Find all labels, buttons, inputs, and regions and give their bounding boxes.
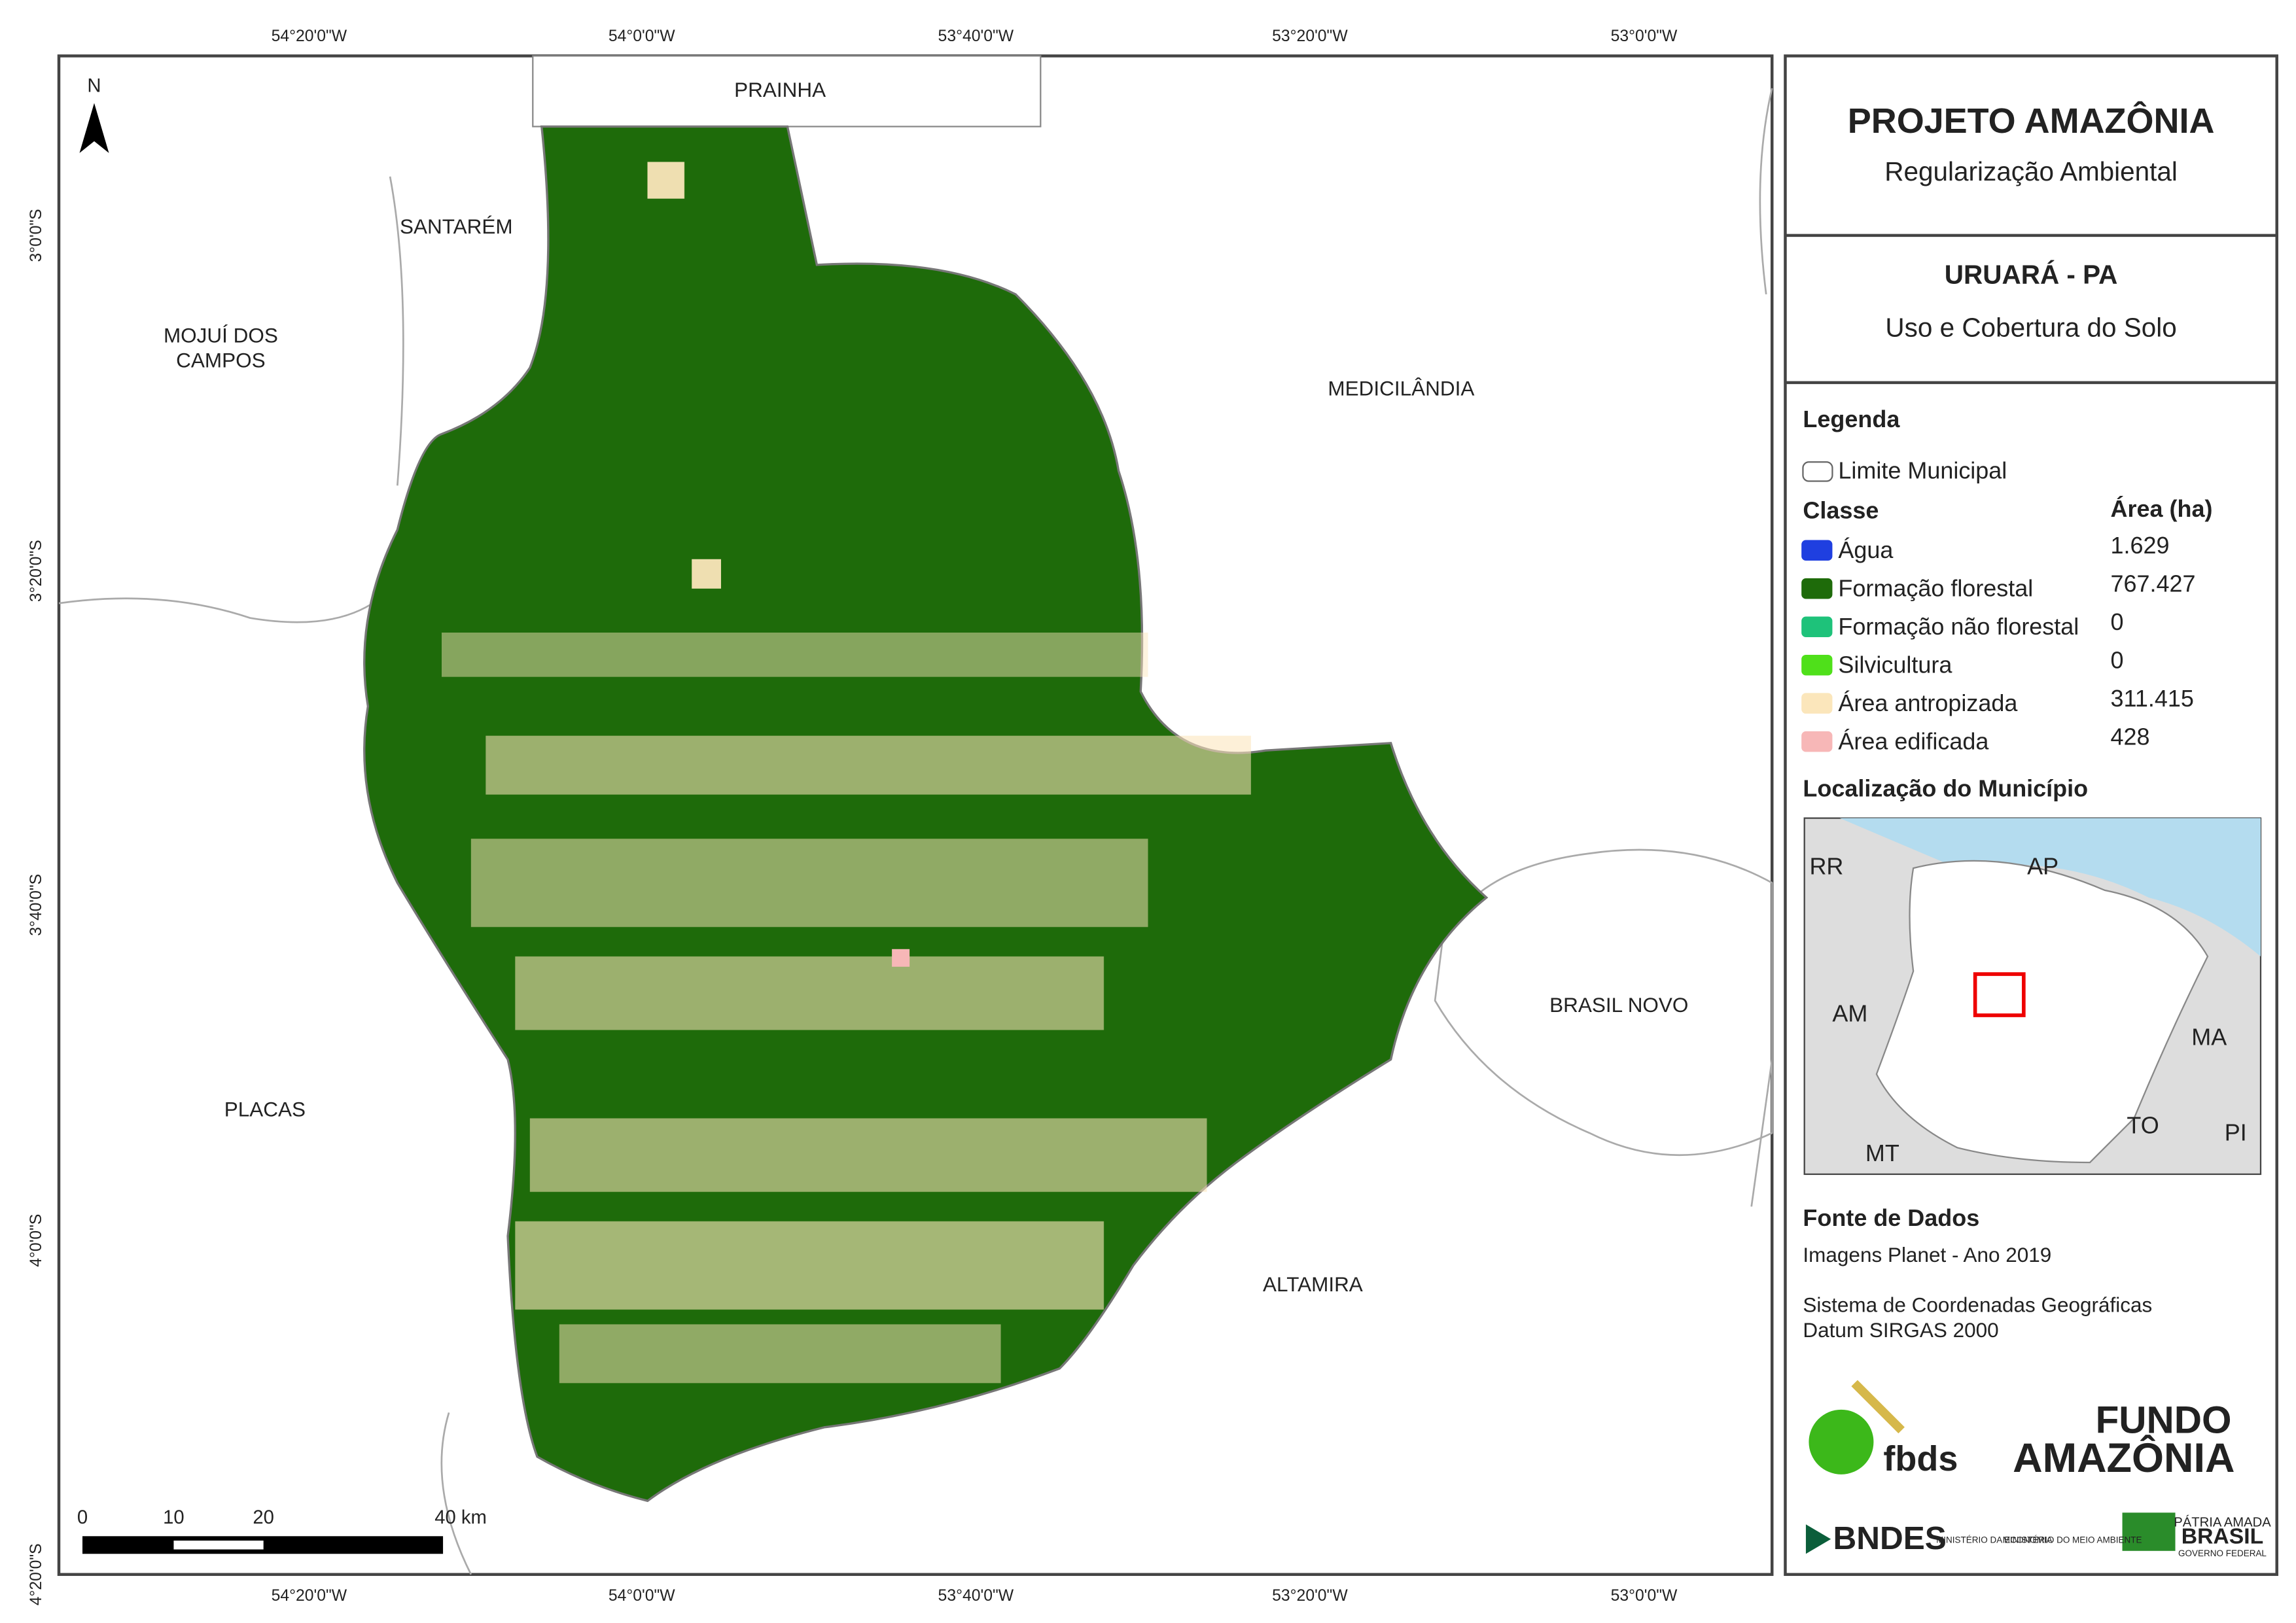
north-label: N (87, 75, 101, 96)
state-label: RR (1809, 853, 1843, 880)
class-swatch (1801, 616, 1833, 637)
legend-title: Legenda (1803, 406, 1900, 432)
neighbor-label: PRAINHA (734, 78, 826, 101)
side-panel (1784, 54, 2278, 1577)
class-header: Classe (1803, 497, 1879, 523)
neighbor-label: MOJUÍ DOS (164, 323, 278, 347)
class-name: Área antropizada (1838, 689, 2017, 716)
boundary-swatch (1802, 461, 1833, 482)
neighbor-label: ALTAMIRA (1263, 1272, 1363, 1296)
class-swatch (1801, 654, 1833, 676)
neighbor-label: PLACAS (224, 1098, 306, 1121)
lon-label: 54°20'0"W (272, 27, 347, 45)
class-swatch (1801, 693, 1833, 714)
lat-label: 4°20'0"S (27, 1543, 45, 1605)
class-name: Formação florestal (1838, 574, 2033, 601)
municipality-area (363, 125, 1489, 1503)
lat-label: 3°0'0"S (27, 209, 45, 262)
class-area: 0 (2111, 647, 2124, 674)
lon-label: 54°0'0"W (609, 27, 675, 45)
municipality-name: URUARÁ - PA (1945, 260, 2118, 290)
logo-fbds: fbds (1883, 1439, 1958, 1478)
logo-brasil: GOVERNO FEDERAL (2178, 1548, 2267, 1558)
class-area: 767.427 (2111, 570, 2196, 597)
state-label: MT (1865, 1140, 1899, 1166)
class-name: Silvicultura (1838, 651, 1952, 678)
state-label: TO (2127, 1111, 2159, 1138)
logo-brasil: PÁTRIA AMADA (2174, 1514, 2271, 1529)
class-area: 1.629 (2111, 532, 2170, 559)
lat-label: 3°20'0"S (27, 540, 45, 602)
lat-label: 4°0'0"S (27, 1214, 45, 1267)
logo-bndes: BNDES (1833, 1520, 1947, 1556)
class-name: Área edificada (1838, 727, 1988, 754)
area-header: Área (ha) (2111, 495, 2213, 522)
neighbor-label: SANTARÉM (400, 215, 513, 238)
logo-fundo: AMAZÔNIA (2013, 1435, 2234, 1481)
sources-title: Fonte de Dados (1803, 1204, 1979, 1231)
logos (1805, 1380, 2176, 1554)
neighbor-label: CAMPOS (176, 349, 265, 372)
source-line: Datum SIRGAS 2000 (1803, 1318, 1998, 1342)
boundary-label: Limite Municipal (1838, 457, 2007, 484)
scale-label: 20 (253, 1507, 274, 1528)
subtitle: Regularização Ambiental (1884, 156, 2178, 186)
lon-label: 53°20'0"W (1272, 1587, 1348, 1605)
location-inset (1803, 817, 2262, 1176)
class-swatch (1801, 540, 1833, 561)
scale-label: 10 (163, 1507, 185, 1528)
state-label: AM (1832, 1000, 1867, 1027)
source-line: Imagens Planet - Ano 2019 (1803, 1243, 2051, 1266)
lon-label: 53°40'0"W (938, 1587, 1014, 1605)
logo-ministry: MINISTÉRIO DA ECONOMIA (1936, 1535, 2053, 1545)
class-swatch (1801, 578, 1833, 599)
class-swatch (1801, 731, 1833, 752)
class-area: 311.415 (2111, 685, 2194, 712)
class-area: 0 (2111, 608, 2124, 635)
class-name: Formação não florestal (1838, 613, 2079, 640)
location-title: Localização do Município (1803, 775, 2088, 801)
state-label: AP (2027, 853, 2058, 880)
scale-label: 0 (77, 1507, 88, 1528)
neighbor-label: BRASIL NOVO (1549, 993, 1688, 1017)
title: PROJETO AMAZÔNIA (1848, 101, 2215, 141)
map-theme: Uso e Cobertura do Solo (1885, 313, 2176, 343)
lon-label: 53°0'0"W (1611, 1587, 1678, 1605)
state-label: MA (2191, 1024, 2227, 1051)
lon-label: 53°0'0"W (1611, 27, 1678, 45)
scale-bar (82, 1536, 444, 1554)
lon-label: 54°0'0"W (609, 1587, 675, 1605)
logo-brasil: BRASIL (2181, 1524, 2264, 1548)
class-name: Água (1838, 536, 1893, 563)
scale-label: 40 km (434, 1507, 487, 1528)
neighbor-label: MEDICILÂNDIA (1328, 376, 1474, 400)
logo-fundo: FUNDO (2096, 1399, 2232, 1442)
lon-label: 53°40'0"W (938, 27, 1014, 45)
lon-label: 53°20'0"W (1272, 27, 1348, 45)
state-label: PI (2225, 1119, 2247, 1146)
logo-ministry: MINISTÉRIO DO MEIO AMBIENTE (2003, 1535, 2142, 1545)
north-arrow (79, 103, 109, 153)
lon-label: 54°20'0"W (272, 1587, 347, 1605)
class-area: 428 (2111, 724, 2150, 750)
lat-label: 3°40'0"S (27, 874, 45, 936)
source-line: Sistema de Coordenadas Geográficas (1803, 1293, 2152, 1317)
